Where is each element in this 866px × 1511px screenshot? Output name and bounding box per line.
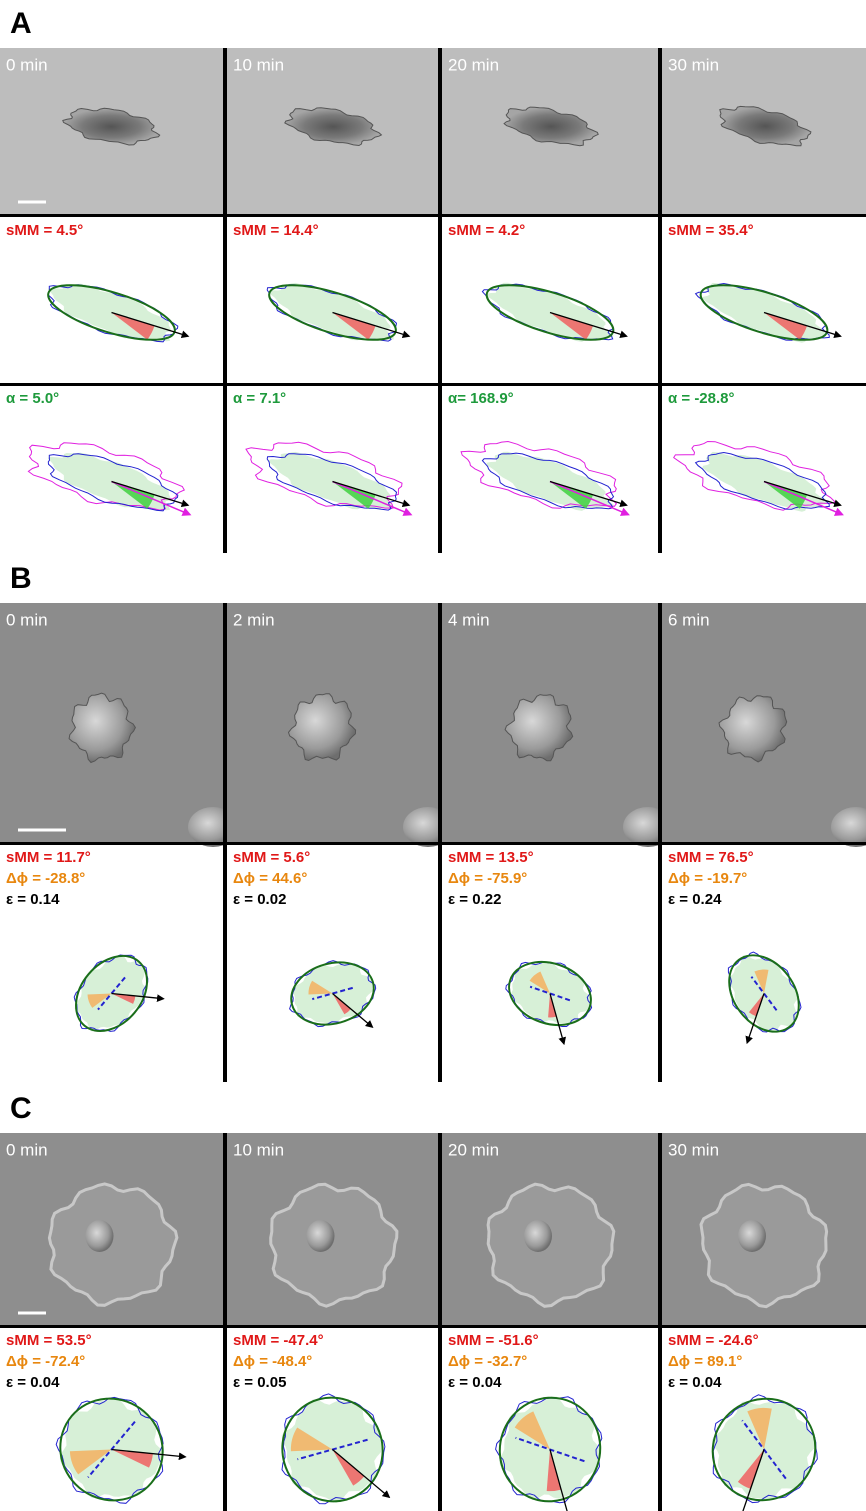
nucleus bbox=[86, 1220, 114, 1252]
time-label: 0 min bbox=[6, 55, 48, 74]
time-label: 4 min bbox=[448, 610, 490, 629]
column-divider bbox=[658, 48, 662, 553]
dphi-label: Δϕ = 89.1° bbox=[668, 1353, 742, 1370]
alpha-label: α = -28.8° bbox=[668, 390, 735, 407]
time-label: 2 min bbox=[233, 610, 275, 629]
eps-label: ε = 0.04 bbox=[448, 1374, 502, 1391]
dphi-label: Δϕ = -75.9° bbox=[448, 870, 527, 887]
time-label: 20 min bbox=[448, 55, 499, 74]
column-divider bbox=[658, 1133, 662, 1511]
column-divider bbox=[223, 1133, 227, 1511]
row-divider bbox=[0, 383, 866, 386]
dphi-label: Δϕ = 44.6° bbox=[233, 870, 307, 887]
alpha-label: α= 168.9° bbox=[448, 390, 514, 407]
smm-label: sMM = 5.6° bbox=[233, 849, 310, 866]
smm-label: sMM = 35.4° bbox=[668, 222, 754, 239]
column-divider bbox=[658, 603, 662, 1082]
smm-label: sMM = -51.6° bbox=[448, 1332, 539, 1349]
smm-label: sMM = 53.5° bbox=[6, 1332, 92, 1349]
time-label: 10 min bbox=[233, 55, 284, 74]
row-divider bbox=[0, 214, 866, 217]
column-divider bbox=[438, 48, 442, 553]
time-label: 10 min bbox=[233, 1140, 284, 1159]
cell-area bbox=[268, 452, 394, 509]
nucleus bbox=[524, 1220, 552, 1252]
dphi-label: Δϕ = -28.8° bbox=[6, 870, 85, 887]
smm-label: sMM = 14.4° bbox=[233, 222, 319, 239]
eps-label: ε = 0.02 bbox=[233, 891, 286, 908]
smm-label: sMM = 76.5° bbox=[668, 849, 754, 866]
column-divider bbox=[438, 1133, 442, 1511]
dphi-label: Δϕ = -48.4° bbox=[233, 1353, 312, 1370]
time-label: 0 min bbox=[6, 610, 48, 629]
smm-label: sMM = 4.2° bbox=[448, 222, 525, 239]
smm-label: sMM = 4.5° bbox=[6, 222, 83, 239]
alpha-label: α = 7.1° bbox=[233, 390, 286, 407]
dphi-label: Δϕ = -19.7° bbox=[668, 870, 747, 887]
time-label: 30 min bbox=[668, 1140, 719, 1159]
eps-label: ε = 0.24 bbox=[668, 891, 722, 908]
row-divider bbox=[0, 842, 866, 845]
figure: A 0 min sMM = 4.5° α = 5.0° 10 min sMM = 14.4… bbox=[0, 0, 866, 1511]
time-label: 20 min bbox=[448, 1140, 499, 1159]
dphi-label: Δϕ = -72.4° bbox=[6, 1353, 85, 1370]
time-label: 0 min bbox=[6, 1140, 48, 1159]
panel-label: B bbox=[10, 562, 32, 595]
eps-label: ε = 0.14 bbox=[6, 891, 60, 908]
dphi-label: Δϕ = -32.7° bbox=[448, 1353, 527, 1370]
cell-area bbox=[728, 955, 798, 1032]
smm-label: sMM = 11.7° bbox=[6, 849, 91, 866]
column-divider bbox=[223, 603, 227, 1082]
alpha-label: α = 5.0° bbox=[6, 390, 59, 407]
nucleus bbox=[738, 1220, 766, 1252]
smm-label: sMM = -47.4° bbox=[233, 1332, 324, 1349]
panel-label: A bbox=[10, 7, 32, 40]
column-divider bbox=[223, 48, 227, 553]
time-label: 6 min bbox=[668, 610, 710, 629]
eps-label: ε = 0.04 bbox=[6, 1374, 60, 1391]
row-divider bbox=[0, 1325, 866, 1328]
smm-label: sMM = -24.6° bbox=[668, 1332, 759, 1349]
time-label: 30 min bbox=[668, 55, 719, 74]
panel-label: C bbox=[10, 1092, 32, 1125]
nucleus bbox=[307, 1220, 335, 1252]
eps-label: ε = 0.22 bbox=[448, 891, 501, 908]
cell-area bbox=[292, 964, 374, 1025]
eps-label: ε = 0.05 bbox=[233, 1374, 286, 1391]
smm-label: sMM = 13.5° bbox=[448, 849, 534, 866]
eps-label: ε = 0.04 bbox=[668, 1374, 722, 1391]
column-divider bbox=[438, 603, 442, 1082]
